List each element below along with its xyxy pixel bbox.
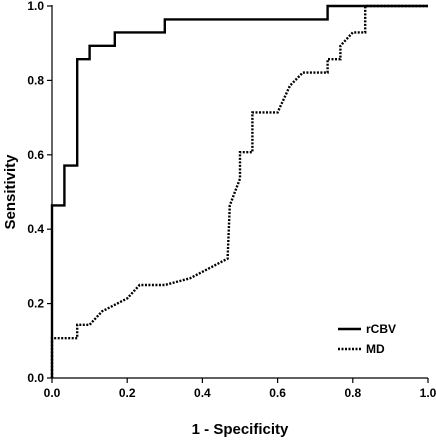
x-tick-label: 0.6 bbox=[269, 386, 286, 400]
x-tick-label: 1.0 bbox=[420, 386, 436, 400]
y-tick-label: 1.0 bbox=[27, 0, 44, 13]
x-axis-label: 1 - Specificity bbox=[192, 421, 289, 438]
legend: rCBV MD bbox=[338, 322, 396, 356]
y-tick-label: 0.2 bbox=[27, 297, 44, 311]
x-tick-label: 0.0 bbox=[44, 386, 61, 400]
x-tick-label: 0.8 bbox=[344, 386, 361, 400]
legend-label-md: MD bbox=[366, 342, 385, 356]
x-axis-ticks: 0.0 0.2 0.4 0.6 0.8 1.0 bbox=[44, 378, 436, 400]
x-tick-label: 0.2 bbox=[119, 386, 136, 400]
series-line-rcbv bbox=[50, 4, 428, 378]
y-axis-ticks: 0.0 0.2 0.4 0.6 0.8 1.0 bbox=[27, 0, 52, 385]
y-tick-label: 0.4 bbox=[27, 222, 44, 236]
x-tick-label: 0.4 bbox=[194, 386, 211, 400]
series-lines bbox=[50, 4, 428, 378]
series-line-md bbox=[50, 4, 428, 378]
legend-label-rcbv: rCBV bbox=[366, 322, 396, 336]
y-tick-label: 0.6 bbox=[27, 148, 44, 162]
y-tick-label: 0.0 bbox=[27, 371, 44, 385]
y-tick-label: 0.8 bbox=[27, 73, 44, 87]
y-axis-label: Sensitivity bbox=[2, 154, 19, 230]
